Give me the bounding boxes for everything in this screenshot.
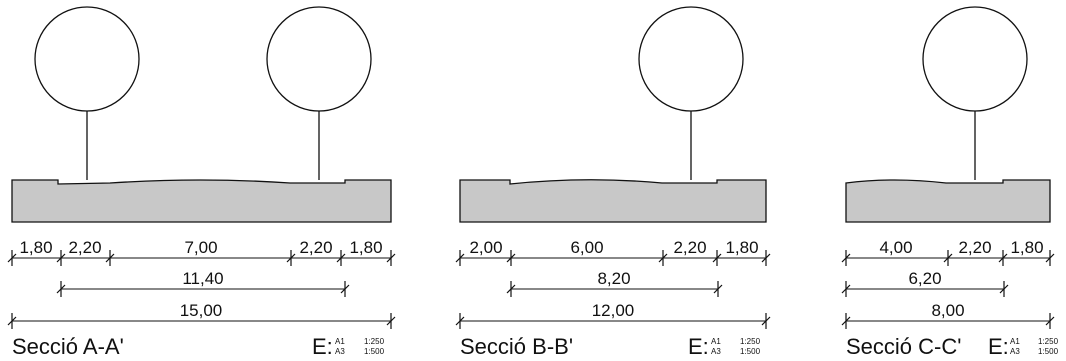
road-profile	[459, 179, 767, 223]
scale-ratio-a1: 1:250	[1038, 337, 1059, 346]
dimension-label: 2,20	[673, 238, 706, 257]
section-title: Secció C-C'	[846, 334, 961, 359]
scale-label: E:	[312, 334, 333, 359]
section-title: Secció A-A'	[12, 334, 124, 359]
dimension-label: 2,20	[68, 238, 101, 257]
road-profile	[11, 179, 392, 223]
scale-sheet-a3: A3	[335, 347, 345, 356]
dimension-label: 1,80	[725, 238, 758, 257]
tree-icon	[638, 6, 744, 180]
section-a: 1,80 2,20 7,00 2,20 1,80 11,40 15,00 Sec…	[7, 6, 396, 359]
dimension-label: 11,40	[182, 269, 223, 288]
dimension-label: 4,00	[879, 238, 912, 257]
dimension-label: 2,20	[958, 238, 991, 257]
scale-ratio-a3: 1:500	[364, 347, 385, 356]
scale-ratio-a1: 1:250	[740, 337, 761, 346]
dimension-label: 7,00	[184, 238, 217, 257]
scale-ratio-a3: 1:500	[740, 347, 761, 356]
tree-icon	[34, 6, 140, 180]
scale-sheet-a1: A1	[1010, 337, 1020, 346]
section-b: 2,00 6,00 2,20 1,80 8,20 12,00 Secció B-…	[455, 6, 771, 359]
scale-ratio-a3: 1:500	[1038, 347, 1059, 356]
dimension-label: 1,80	[19, 238, 52, 257]
dimension-label: 2,00	[469, 238, 502, 257]
scale-sheet-a1: A1	[711, 337, 721, 346]
dimension-label: 8,20	[597, 269, 630, 288]
dimension-label: 6,20	[908, 269, 941, 288]
dimension-label: 8,00	[931, 301, 964, 320]
scale-sheet-a3: A3	[711, 347, 721, 356]
dimension-label: 15,00	[180, 301, 223, 320]
scale-sheet-a3: A3	[1010, 347, 1020, 356]
dimension-label: 1,80	[1010, 238, 1043, 257]
dimension-lines	[841, 250, 1055, 329]
road-profile	[845, 179, 1051, 223]
dimension-label: 12,00	[592, 301, 635, 320]
section-c: 4,00 2,20 1,80 6,20 8,00 Secció C-C' E: …	[841, 6, 1059, 359]
scale-label: E:	[988, 334, 1009, 359]
dimension-lines	[455, 250, 771, 329]
tree-icon	[266, 6, 372, 180]
tree-icon	[922, 6, 1028, 180]
scale-sheet-a1: A1	[335, 337, 345, 346]
scale-ratio-a1: 1:250	[364, 337, 385, 346]
dimension-label: 2,20	[299, 238, 332, 257]
dimension-label: 6,00	[570, 238, 603, 257]
dimension-label: 1,80	[349, 238, 382, 257]
scale-label: E:	[688, 334, 709, 359]
dimension-lines	[7, 250, 396, 329]
section-title: Secció B-B'	[460, 334, 573, 359]
